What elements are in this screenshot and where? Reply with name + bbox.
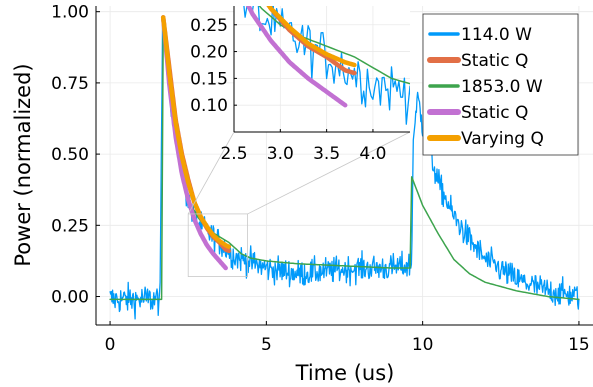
- inset-x-tick-label: 4.0: [359, 144, 386, 164]
- x-tick-label: 15: [568, 335, 590, 355]
- series-line-0: [109, 16, 580, 320]
- y-tick-label: 0.50: [51, 145, 89, 165]
- legend-label: Static Q: [461, 51, 528, 71]
- inset-series-line-4: [266, 6, 357, 68]
- inset-series-line-3: [246, 6, 348, 108]
- y-tick-label: 0.00: [51, 288, 89, 308]
- legend-label: Static Q: [461, 103, 528, 123]
- inset-x-tick-label: 3.0: [267, 144, 294, 164]
- inset-x-tick-label: 3.5: [313, 144, 340, 164]
- legend-label: 1853.0 W: [461, 77, 543, 97]
- inset-series-line-2: [258, 6, 410, 85]
- legend: 114.0 W Static Q 1853.0 W Static Q Varying Q: [422, 13, 579, 156]
- x-tick-label: 0: [105, 335, 116, 355]
- inset-connector: [247, 131, 411, 215]
- legend-label: 114.0 W: [461, 25, 532, 45]
- main-series: [109, 15, 580, 320]
- inset-y-tick-label: 0.20: [190, 43, 228, 63]
- x-axis-label: Time (us): [295, 361, 395, 385]
- inset-y-tick-label: 0.25: [190, 16, 228, 36]
- inset-series-line-0: [243, 6, 410, 125]
- inset-y-tick-label: 0.15: [190, 69, 228, 89]
- inset-x-tick-label: 2.5: [220, 144, 247, 164]
- y-axis-label: Power (normalized): [11, 63, 35, 266]
- legend-label: Varying Q: [461, 129, 544, 149]
- inset-source-box: [187, 213, 249, 277]
- series-line-4: [160, 15, 232, 249]
- y-tick-label: 0.25: [51, 216, 89, 236]
- inset-plot: 2.5 3.0 3.5 4.0 0.10 0.15 0.20 0.25: [187, 6, 411, 215]
- y-tick-label: 1.00: [51, 3, 89, 23]
- inset-connector: [187, 131, 235, 215]
- y-tick-label: 0.75: [51, 74, 89, 94]
- x-tick-label: 10: [412, 335, 434, 355]
- x-tick-label: 5: [261, 335, 272, 355]
- inset-series: [243, 6, 410, 125]
- inset-y-tick-label: 0.10: [190, 96, 228, 116]
